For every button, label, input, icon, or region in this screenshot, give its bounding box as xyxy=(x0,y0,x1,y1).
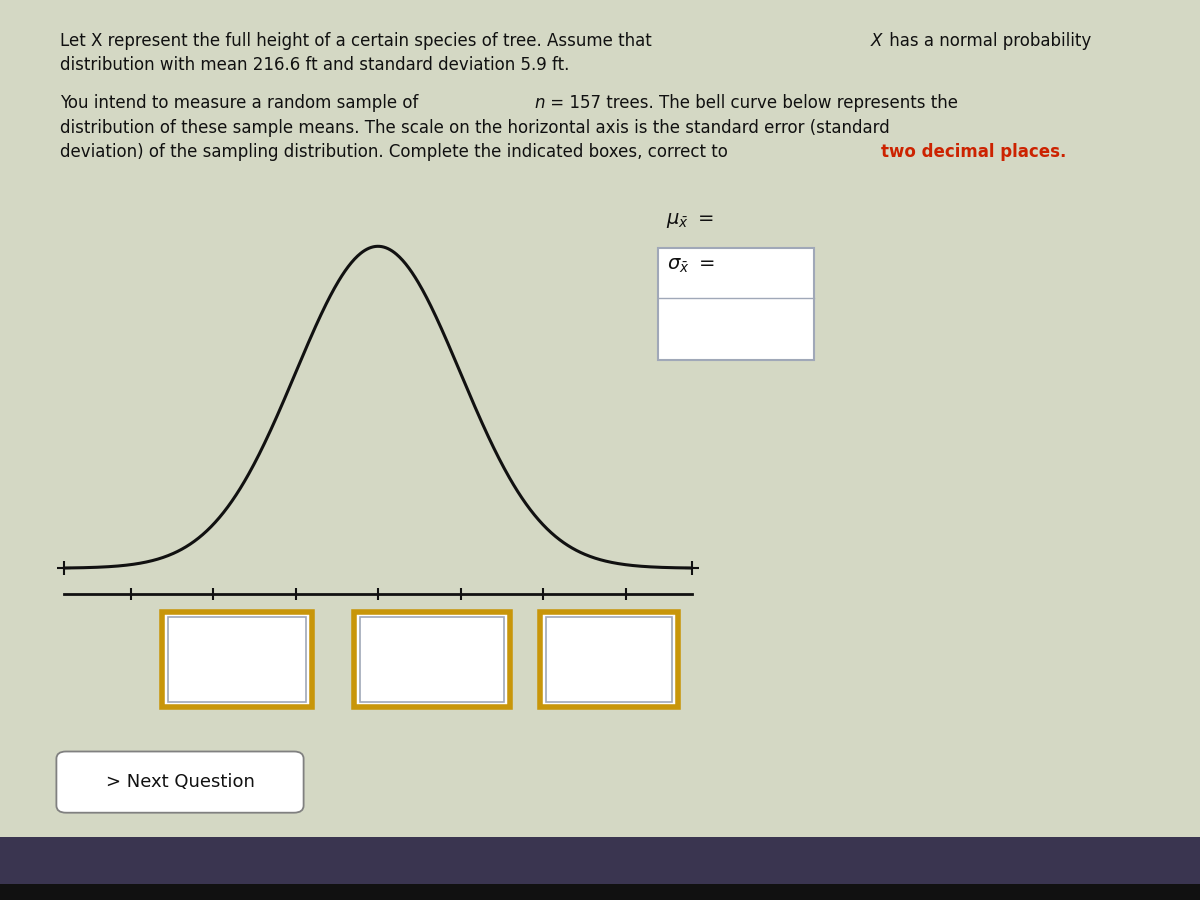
Text: > Next Question: > Next Question xyxy=(106,773,254,791)
Text: distribution with mean 216.6 ft and standard deviation 5.9 ft.: distribution with mean 216.6 ft and stan… xyxy=(60,56,569,74)
Text: has a normal probability: has a normal probability xyxy=(884,32,1092,50)
Text: $\sigma_{\bar{x}}\ =$: $\sigma_{\bar{x}}\ =$ xyxy=(667,256,715,274)
Text: X: X xyxy=(871,32,882,50)
Text: You intend to measure a random sample of: You intend to measure a random sample of xyxy=(60,94,424,112)
Text: $\mu_{\bar{x}}\ =$: $\mu_{\bar{x}}\ =$ xyxy=(666,212,714,230)
Text: = 157 trees. The bell curve below represents the: = 157 trees. The bell curve below repres… xyxy=(545,94,958,112)
Text: Let X represent the full height of a certain species of tree. Assume that: Let X represent the full height of a cer… xyxy=(60,32,658,50)
Text: n: n xyxy=(534,94,545,112)
Text: two decimal places.: two decimal places. xyxy=(881,143,1066,161)
Text: deviation) of the sampling distribution. Complete the indicated boxes, correct t: deviation) of the sampling distribution.… xyxy=(60,143,733,161)
Text: distribution of these sample means. The scale on the horizontal axis is the stan: distribution of these sample means. The … xyxy=(60,119,889,137)
